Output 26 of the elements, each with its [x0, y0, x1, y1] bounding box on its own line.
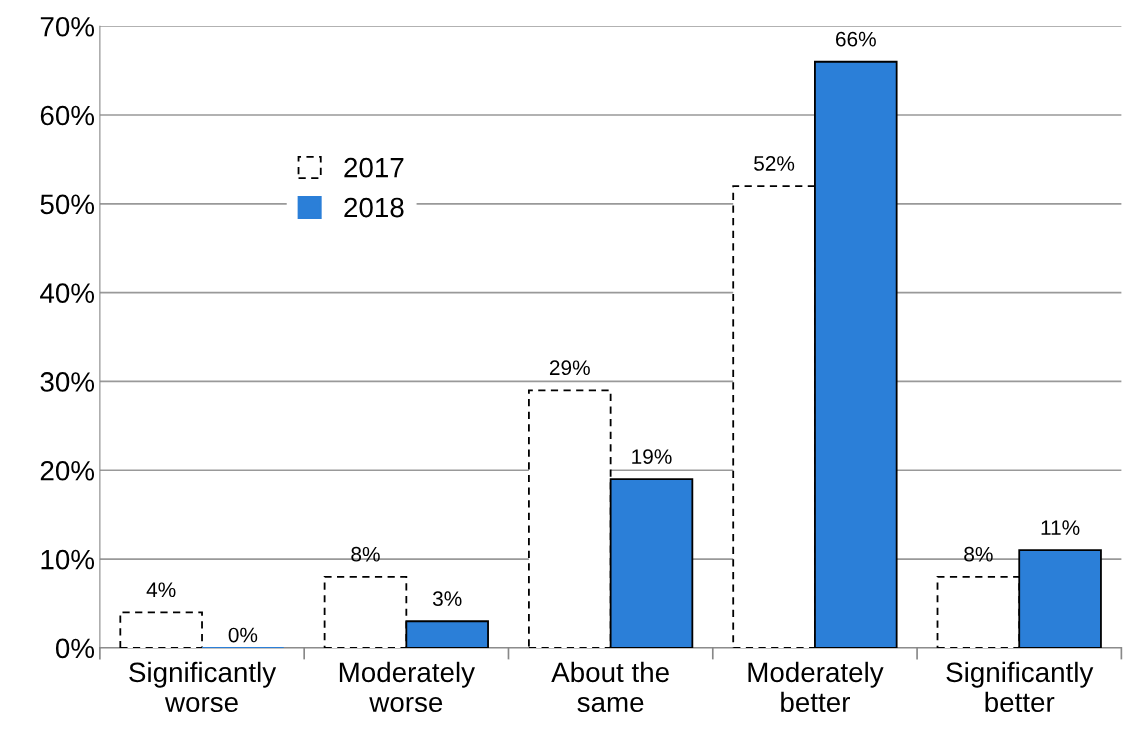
y-tick-label: 70%: [40, 16, 95, 37]
x-tick-label: Significantly better: [946, 661, 1094, 713]
data-label: 3%: [432, 591, 462, 607]
y-tick-label: 10%: [41, 549, 95, 570]
data-label: 29%: [549, 360, 590, 376]
bar: [119, 611, 203, 648]
y-tick-label: 20%: [40, 460, 95, 481]
data-label: 11%: [1041, 520, 1080, 535]
x-tick-label: Moderately worse: [339, 661, 475, 713]
data-label: 0%: [228, 627, 258, 643]
data-label: 8%: [351, 546, 380, 562]
data-label: 8%: [964, 546, 993, 562]
y-tick-label: 40%: [40, 283, 95, 303]
data-label: 66%: [836, 31, 876, 47]
y-tick-label: 60%: [40, 105, 95, 126]
legend-label: 2017: [344, 157, 404, 178]
data-label: 4%: [146, 582, 176, 598]
x-tick-label: Significantly worse: [129, 661, 277, 713]
x-tick-label: Moderately better: [748, 661, 884, 713]
y-tick-label: 30%: [40, 372, 95, 392]
data-label: 52%: [754, 156, 795, 171]
y-tick-label: 50%: [40, 194, 95, 215]
legend-label: 2018: [344, 197, 404, 218]
data-label: 19%: [632, 449, 672, 464]
x-tick-label: About the same: [551, 661, 669, 713]
y-tick-label: 0%: [55, 638, 95, 659]
